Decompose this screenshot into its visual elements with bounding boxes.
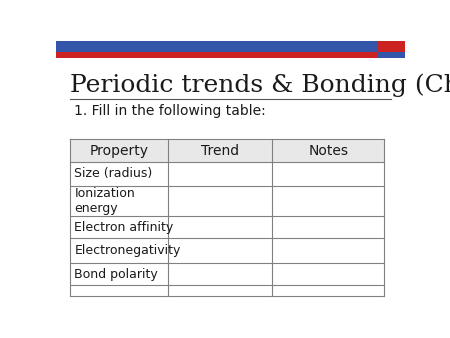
Text: Electronegativity: Electronegativity xyxy=(74,244,181,257)
Text: Periodic trends & Bonding (Ch 12 &13): Periodic trends & Bonding (Ch 12 &13) xyxy=(70,73,450,97)
Bar xyxy=(377,52,405,58)
Bar xyxy=(377,41,405,52)
Bar xyxy=(56,41,377,52)
Text: Property: Property xyxy=(90,144,148,158)
Bar xyxy=(70,140,384,162)
Text: 1. Fill in the following table:: 1. Fill in the following table: xyxy=(74,104,265,118)
Text: Ionization
energy: Ionization energy xyxy=(74,187,135,215)
Text: Electron affinity: Electron affinity xyxy=(74,221,174,234)
Text: Trend: Trend xyxy=(201,144,239,158)
Bar xyxy=(56,52,377,58)
Text: Size (radius): Size (radius) xyxy=(74,167,153,180)
Text: Notes: Notes xyxy=(308,144,348,158)
Text: Bond polarity: Bond polarity xyxy=(74,268,158,281)
